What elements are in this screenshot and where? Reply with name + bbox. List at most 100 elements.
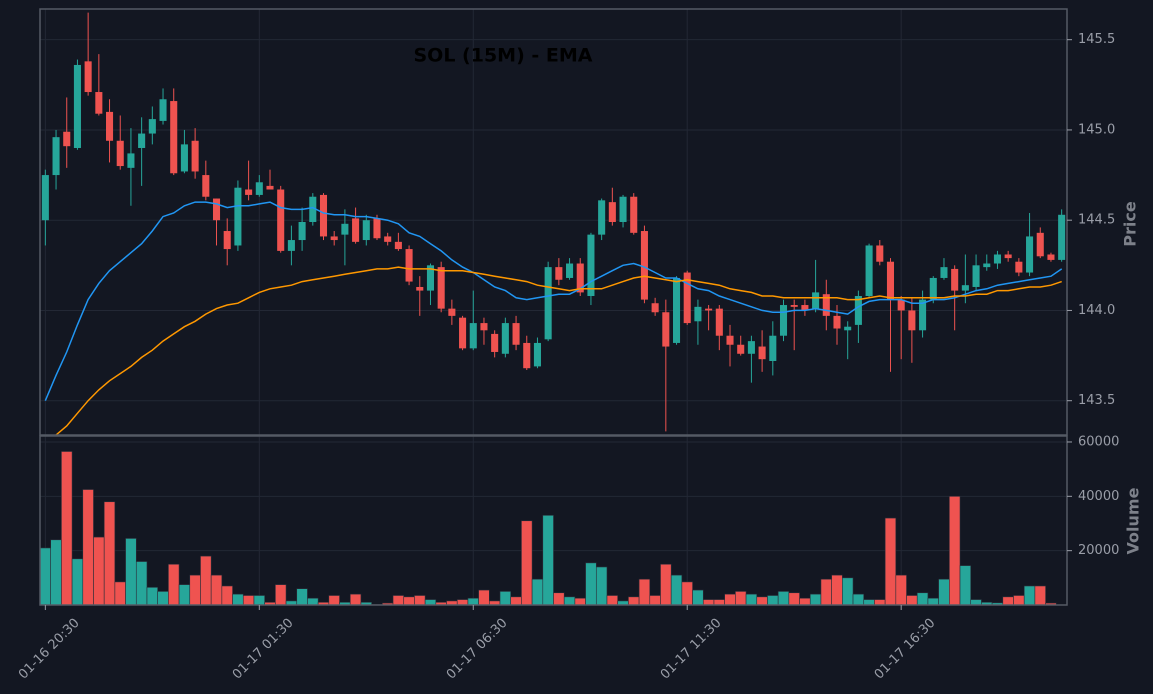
candle-body [73, 64, 81, 148]
volume-bar [1013, 595, 1025, 606]
candle-body [180, 144, 188, 172]
volume-bar [125, 538, 137, 606]
volume-bar [39, 547, 51, 606]
volume-bar [542, 515, 554, 606]
candle-body [480, 323, 488, 331]
candle-body [886, 261, 895, 300]
candle-body [512, 323, 520, 345]
volume-bar [809, 593, 822, 606]
volume-bar [392, 595, 405, 606]
volume-bar [606, 595, 618, 606]
volume-bar [777, 591, 790, 606]
candle-body [319, 194, 328, 237]
y-tick-label: 60000 [1078, 434, 1119, 449]
volume-bar [906, 595, 918, 606]
candle-body [694, 306, 702, 322]
candle-body [469, 323, 477, 349]
volume-bar [735, 591, 747, 606]
volume-bar [1002, 596, 1014, 606]
candle-body [234, 187, 242, 246]
y-tick-label: 40000 [1078, 489, 1119, 504]
volume-bar [146, 587, 158, 606]
volume-bar [178, 584, 191, 606]
candle-body [555, 267, 563, 280]
candle-body [330, 236, 338, 241]
volume-bar [414, 595, 426, 606]
candle-body [822, 294, 830, 316]
candle-body [598, 200, 606, 235]
volume-bar [863, 599, 875, 606]
candle-body [138, 133, 146, 148]
volume-bar [938, 578, 950, 606]
candle-body [255, 182, 263, 195]
volume-bar [842, 577, 854, 606]
volume-bar [970, 599, 982, 606]
y-axis-label: Price [1121, 201, 1140, 247]
candle-body [362, 220, 370, 241]
volume-bar [467, 597, 479, 606]
volume-bar [510, 596, 522, 606]
y-tick-label: 145.0 [1078, 122, 1115, 137]
y-tick-label: 20000 [1078, 543, 1119, 558]
volume-bar [745, 593, 758, 606]
candle-body [170, 101, 178, 174]
volume-bar [478, 589, 490, 606]
y-tick-label: 144.0 [1078, 303, 1115, 318]
candle-body [437, 267, 445, 309]
volume-bar [168, 563, 180, 606]
candle-body [662, 312, 670, 347]
volume-bar [71, 558, 84, 606]
candle-body [790, 305, 798, 307]
volume-bar [307, 597, 319, 606]
y-axis-label: Volume [1124, 487, 1143, 554]
candle-body [298, 222, 306, 241]
candle-body [287, 240, 295, 251]
volume-bar [874, 599, 886, 606]
ema-line [44, 201, 1063, 401]
volume-bar [884, 517, 897, 606]
candle-body [576, 263, 584, 293]
volume-bar [660, 563, 672, 606]
volume-bar [713, 599, 725, 606]
candle-body [640, 231, 648, 300]
candle-body [416, 286, 424, 291]
volume-bar [595, 566, 608, 606]
candle-body [1004, 254, 1012, 259]
volume-bar [499, 591, 512, 606]
volume-bar [50, 539, 62, 606]
candle-body [148, 119, 156, 134]
volume-bar [724, 593, 736, 606]
y-tick-label: 145.5 [1078, 32, 1115, 47]
candle-body [897, 299, 905, 311]
volume-bar [61, 451, 73, 606]
candle-body [854, 296, 862, 325]
volume-bar [767, 595, 779, 606]
candle-body [747, 341, 755, 354]
candle-body [41, 175, 49, 221]
volume-bar [349, 593, 362, 606]
candle-body [277, 189, 285, 251]
candle-body [940, 267, 948, 278]
candle-body [426, 265, 435, 291]
candle-body [993, 254, 1001, 264]
candle-body [812, 292, 820, 309]
volume-bar [574, 597, 586, 606]
candle-body [63, 131, 71, 147]
volume-bar [916, 592, 929, 606]
volume-bar [424, 599, 437, 606]
ema-lines [44, 201, 1063, 435]
candle-body [106, 111, 114, 141]
candle-body [1047, 254, 1055, 260]
volume-bar [135, 561, 148, 606]
candle-body [844, 326, 852, 331]
candle-body [448, 308, 456, 316]
volume-bar [242, 595, 255, 606]
candle-body [672, 277, 681, 343]
candle-body [769, 335, 777, 361]
volume-bar [852, 593, 865, 606]
candle-body [951, 268, 959, 291]
candle-body [929, 277, 937, 300]
volume-bar [681, 581, 693, 606]
candle-body [801, 305, 809, 311]
